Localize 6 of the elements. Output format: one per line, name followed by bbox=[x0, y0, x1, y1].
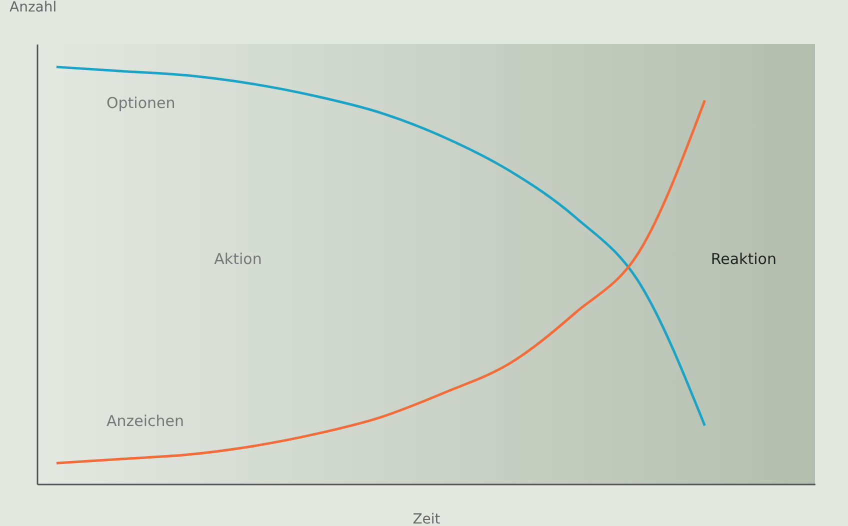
series-label: Optionen bbox=[106, 94, 176, 112]
y-axis-title: Anzahl bbox=[10, 0, 57, 16]
series-label: Anzeichen bbox=[106, 412, 184, 430]
annotation: Aktion bbox=[214, 250, 262, 268]
annotation: Reaktion bbox=[710, 250, 776, 268]
x-axis-title: Zeit bbox=[412, 512, 441, 526]
